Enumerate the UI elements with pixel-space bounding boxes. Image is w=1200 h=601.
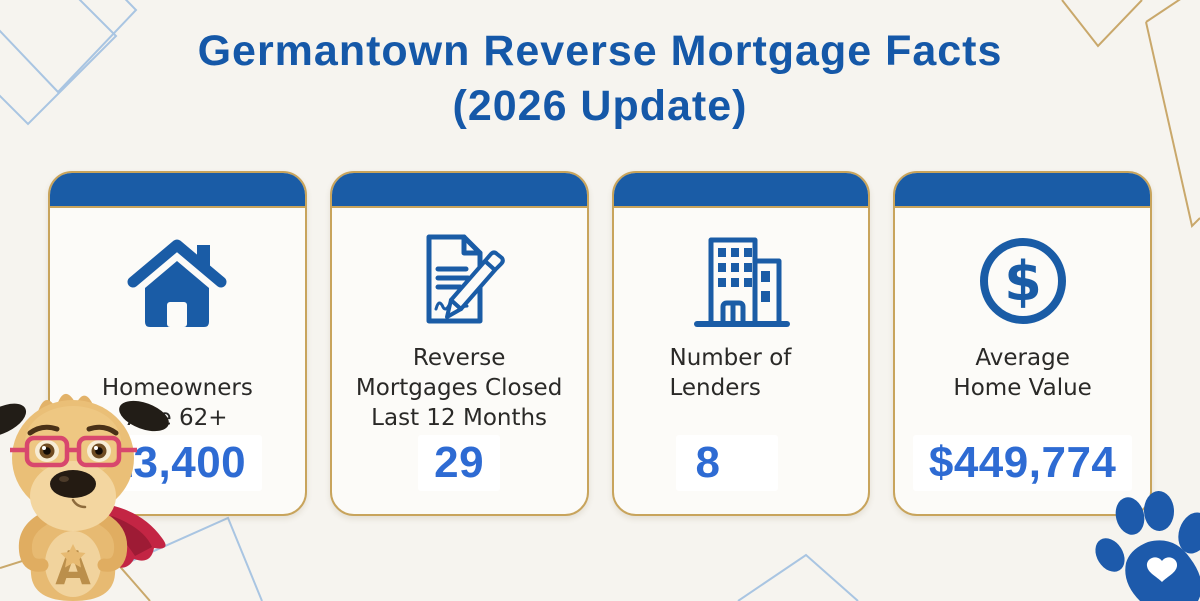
card-header-bar — [895, 173, 1150, 208]
label-line: Average — [975, 345, 1070, 371]
page-title: Germantown Reverse Mortgage Facts (2026 … — [0, 24, 1200, 134]
label-line: Reverse — [412, 345, 506, 371]
label-line: Lenders — [669, 374, 761, 401]
stat-card-lenders: Number of Lenders 8 — [611, 171, 871, 516]
card-header-bar — [331, 173, 587, 208]
office-building-icon — [688, 222, 794, 340]
stat-value: $449,774 — [912, 435, 1133, 491]
paw-print-icon — [1095, 491, 1200, 601]
stat-cards-row: Homeowners Age 62+ 13,400 — [48, 171, 1152, 516]
dog-superhero-mascot: A — [0, 393, 169, 601]
title-line-1: Germantown Reverse Mortgage Facts — [197, 27, 1003, 75]
title-line-2: (2026 Update) — [452, 82, 748, 131]
svg-text:$: $ — [1004, 250, 1042, 313]
card-header-bar — [613, 173, 869, 208]
stat-value: 29 — [418, 435, 501, 491]
stat-card-closed-mortgages: Reverse Mortgages Closed Last 12 Months … — [329, 171, 589, 516]
stat-card-home-value: $ Average Home Value $449,774 — [893, 171, 1152, 516]
stat-label: Number of Lenders — [670, 344, 792, 404]
stat-value: 8 — [675, 435, 779, 491]
glasses — [10, 435, 137, 468]
stat-label: Reverse Mortgages Closed Last 12 Months — [356, 344, 562, 434]
signed-document-pen-icon — [409, 222, 509, 340]
label-line: Number of — [669, 345, 792, 371]
dollar-circle-icon: $ — [973, 222, 1073, 340]
label-line: Last 12 Months — [371, 404, 548, 431]
house-icon — [123, 222, 231, 340]
label-line: Home Value — [953, 374, 1092, 401]
label-line: Homeowners — [101, 375, 253, 401]
stat-label: Average Home Value — [953, 344, 1091, 404]
stat-card-homeowners: Homeowners Age 62+ 13,400 — [48, 171, 307, 516]
label-line: Mortgages Closed — [355, 374, 563, 401]
card-header-bar — [50, 173, 305, 208]
